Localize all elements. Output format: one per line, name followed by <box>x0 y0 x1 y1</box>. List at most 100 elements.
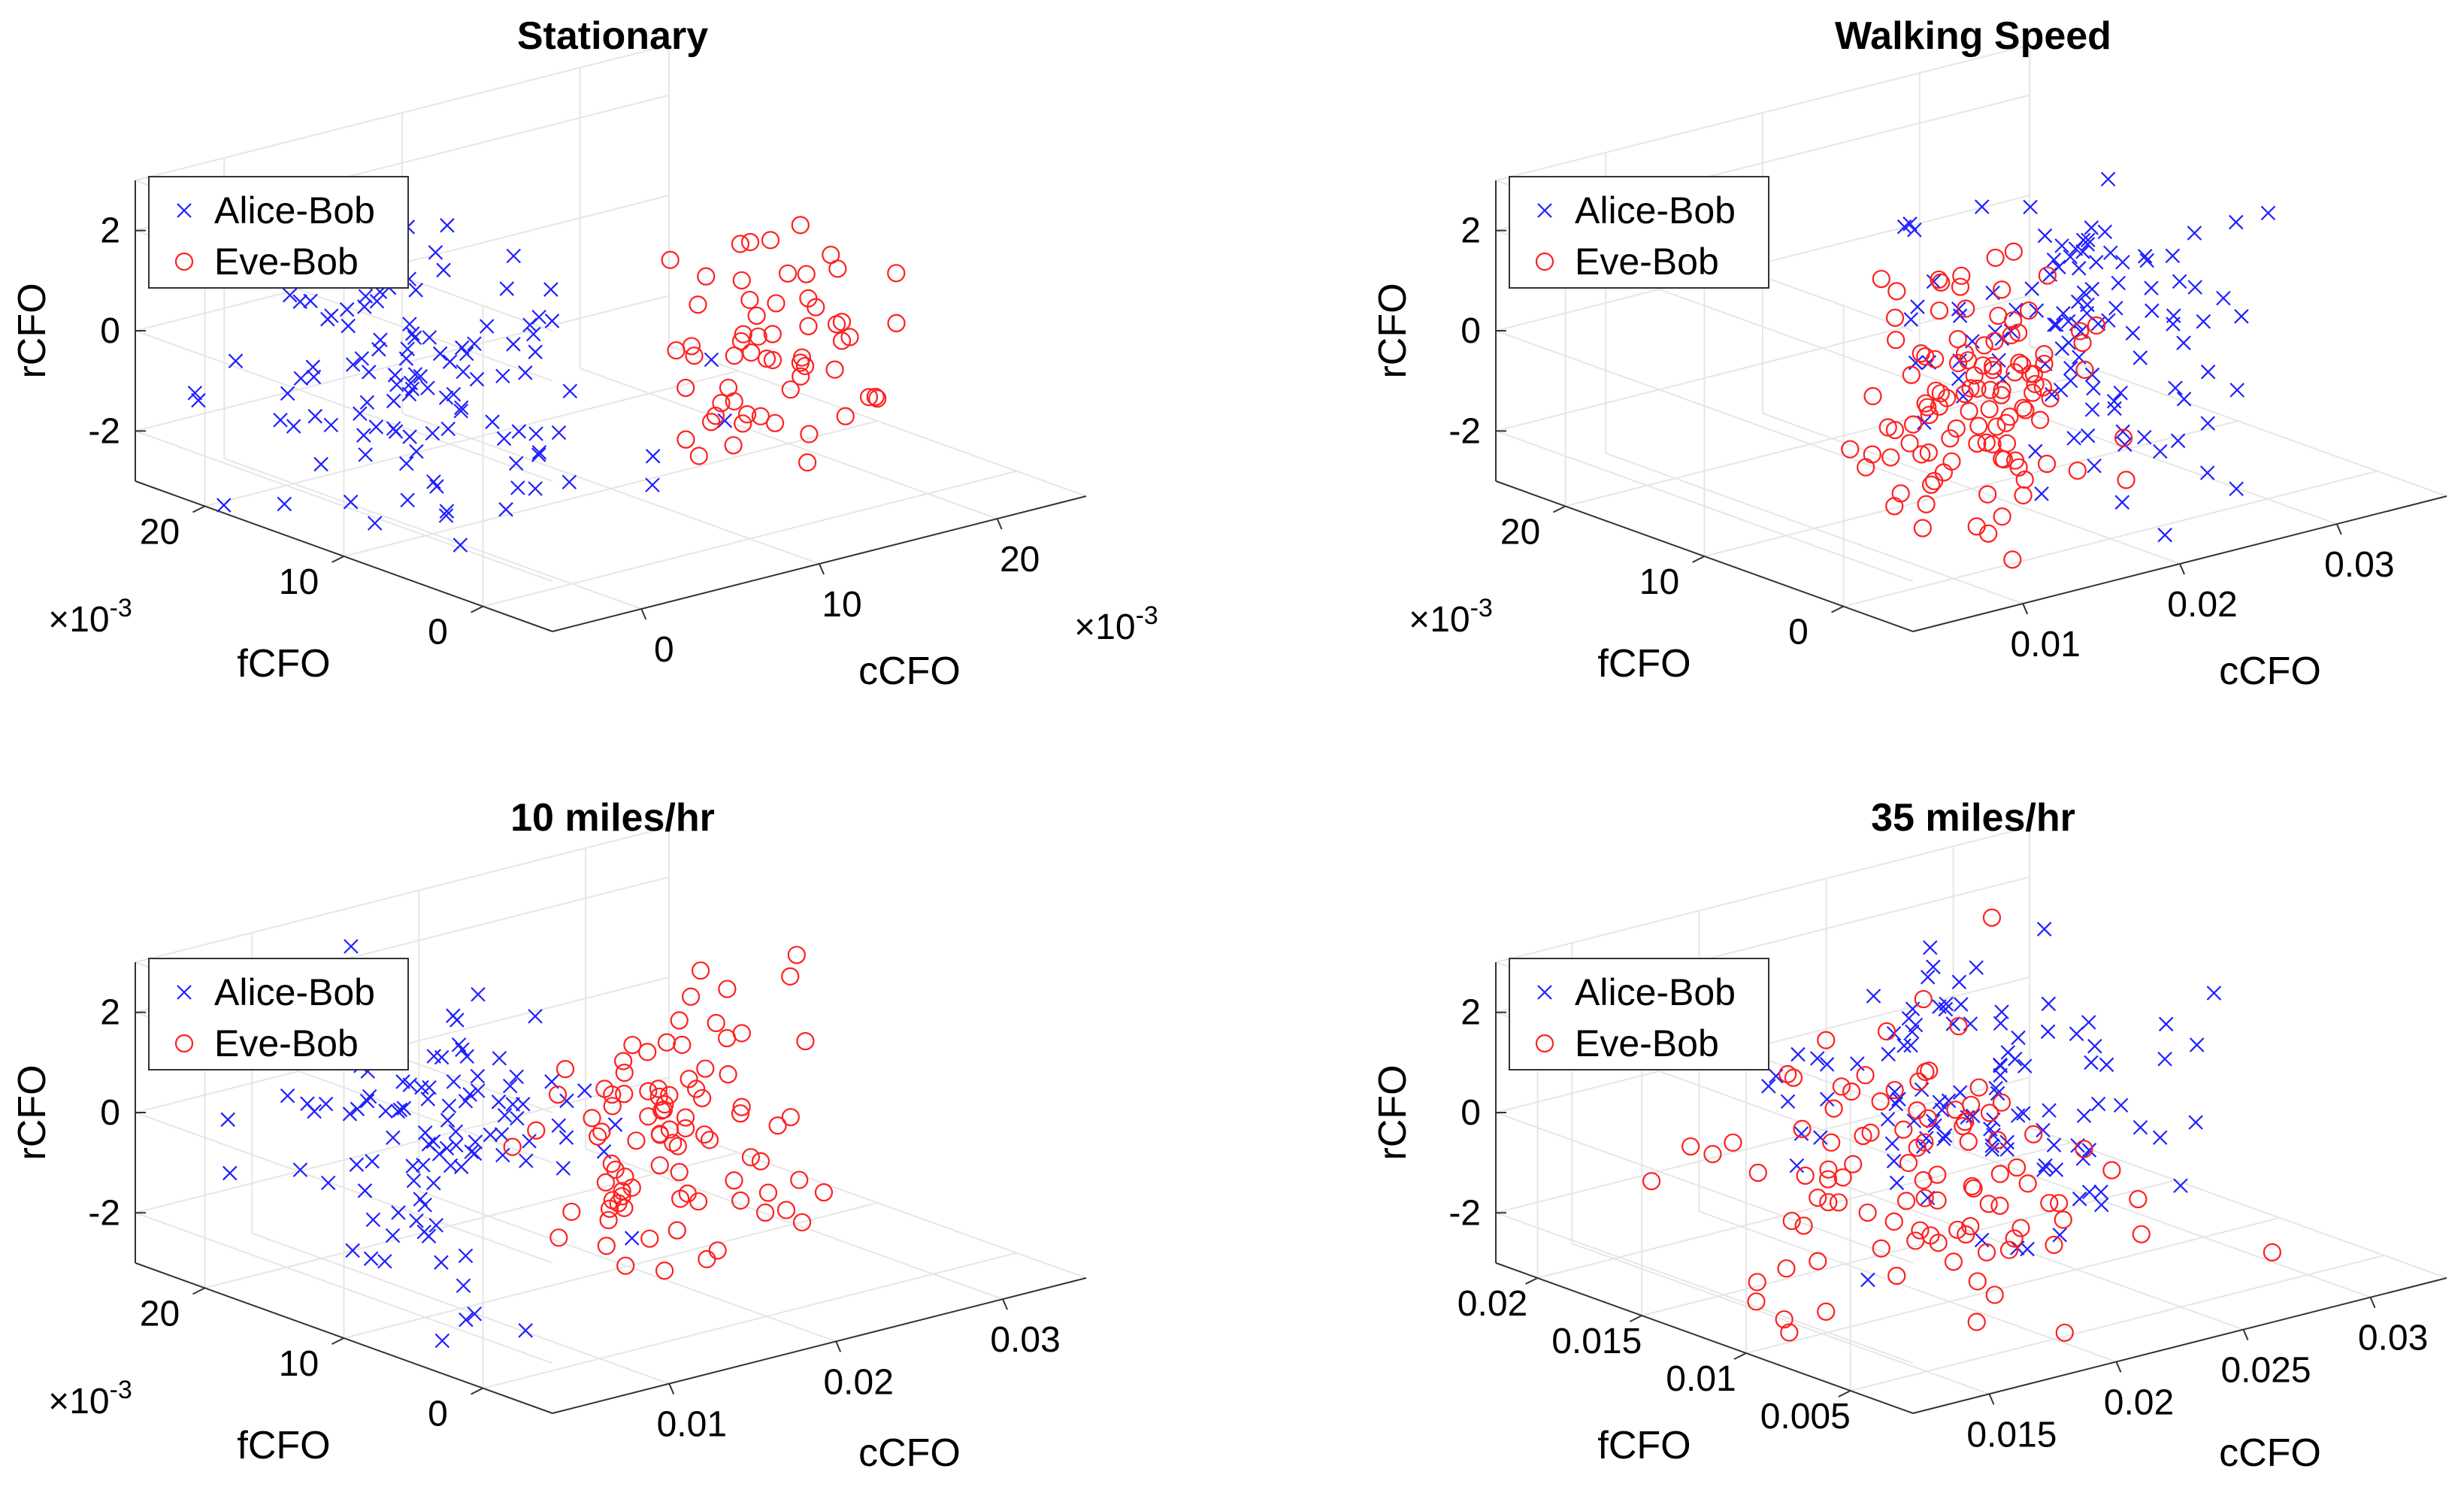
data-point-alice-bob <box>1974 199 1990 214</box>
data-point-alice-bob <box>353 406 368 422</box>
data-point-eve-bob <box>1985 332 2004 350</box>
data-point-alice-bob <box>455 1042 470 1058</box>
data-points <box>220 939 834 1349</box>
data-point-alice-bob <box>470 1083 486 1098</box>
data-point-eve-bob <box>1978 485 1997 504</box>
data-point-eve-bob <box>2132 1225 2151 1243</box>
data-point-eve-bob <box>2129 1190 2148 1209</box>
data-point-eve-bob <box>887 264 906 283</box>
data-point-alice-bob <box>555 1161 571 1176</box>
data-point-eve-bob <box>1985 1285 2004 1304</box>
data-point-alice-bob <box>1925 1113 1941 1129</box>
data-point-alice-bob <box>2093 1197 2109 1213</box>
data-point-alice-bob <box>2041 996 2057 1012</box>
data-point-alice-bob <box>645 449 661 464</box>
data-point-eve-bob <box>1969 416 1988 435</box>
data-point-alice-bob <box>2145 303 2160 319</box>
data-point-alice-bob <box>2034 486 2049 501</box>
z-tick-label: 2 <box>1461 211 1481 251</box>
x-tick-label: 20 <box>1000 540 1040 580</box>
data-point-alice-bob <box>2100 171 2116 187</box>
data-point-alice-bob <box>1952 308 1968 323</box>
data-point-eve-bob <box>664 1134 683 1152</box>
data-point-alice-bob <box>510 1110 525 1126</box>
data-point-alice-bob <box>344 939 359 954</box>
y-exponent-label: ×10-3 <box>48 594 132 640</box>
data-point-alice-bob <box>2080 428 2096 444</box>
data-point-alice-bob <box>458 1093 474 1109</box>
data-points <box>1642 908 2281 1342</box>
data-point-alice-bob <box>1794 1126 1809 1141</box>
data-point-alice-bob <box>361 365 377 380</box>
data-point-alice-bob <box>1866 989 1881 1004</box>
data-point-alice-bob <box>2086 380 2101 396</box>
data-point-alice-bob <box>2172 274 2187 289</box>
data-point-eve-bob <box>1863 386 1882 406</box>
data-point-alice-bob <box>2036 922 2052 937</box>
data-point-eve-bob <box>1885 308 1905 327</box>
data-point-alice-bob <box>363 1251 379 1267</box>
data-point-alice-bob <box>506 248 522 264</box>
data-point-alice-bob <box>1896 1038 1912 1053</box>
data-point-alice-bob <box>1809 1051 1825 1066</box>
z-axis-label: rCFO <box>11 283 54 378</box>
data-point-alice-bob <box>456 364 471 380</box>
data-point-eve-bob <box>1793 1119 1812 1138</box>
data-point-alice-bob <box>519 1153 534 1168</box>
data-point-alice-bob <box>1891 1092 1906 1107</box>
data-point-eve-bob <box>2049 1194 2069 1213</box>
data-point-alice-bob <box>402 316 417 332</box>
data-point-eve-bob <box>797 265 816 283</box>
data-point-eve-bob <box>2004 242 2023 261</box>
data-point-eve-bob <box>1918 1109 1938 1128</box>
data-point-alice-bob <box>2108 301 2123 316</box>
data-point-alice-bob <box>2080 237 2096 252</box>
data-point-alice-bob <box>2075 244 2090 259</box>
chart-title: 10 miles/hr <box>510 796 715 840</box>
legend: Alice-Bob Eve-Bob <box>148 176 409 289</box>
data-point-alice-bob <box>2081 1015 2096 1030</box>
data-point-eve-bob <box>1968 434 1987 453</box>
data-point-eve-bob <box>1782 1211 1801 1231</box>
data-point-alice-bob <box>453 1159 469 1174</box>
x-tick-label: 0 <box>654 630 674 670</box>
data-point-alice-bob <box>369 293 385 309</box>
data-point-alice-bob <box>407 367 423 382</box>
data-point-alice-bob <box>502 1078 518 1094</box>
legend-label: Alice-Bob <box>1575 189 1736 232</box>
data-point-alice-bob <box>543 282 558 297</box>
data-point-alice-bob <box>405 1158 421 1173</box>
x-tick-mark <box>2022 603 2029 615</box>
data-point-alice-bob <box>371 341 386 357</box>
data-point-eve-bob <box>614 1052 633 1070</box>
data-point-eve-bob <box>2005 1229 2024 1248</box>
data-point-alice-bob <box>485 414 500 429</box>
data-point-alice-bob <box>354 351 370 366</box>
data-point-alice-bob <box>2073 324 2088 339</box>
data-point-eve-bob <box>1842 1082 1861 1101</box>
data-point-alice-bob <box>1932 999 1947 1014</box>
data-point-alice-bob <box>400 492 415 508</box>
z-tick-label: 0 <box>100 311 120 351</box>
y-tick-label: 20 <box>1500 512 1540 552</box>
data-point-alice-bob <box>292 294 308 310</box>
data-point-eve-bob <box>1948 330 1967 349</box>
legend-marker-eve-bob <box>174 252 194 271</box>
data-point-alice-bob <box>2052 1228 2068 1243</box>
data-point-alice-bob <box>428 1218 444 1233</box>
data-point-eve-bob <box>840 328 859 347</box>
data-point-eve-bob <box>670 1163 689 1182</box>
data-point-eve-bob <box>776 1201 796 1219</box>
data-point-alice-bob <box>525 326 541 342</box>
y-axis-line <box>1495 1262 1914 1414</box>
data-point-eve-bob <box>1916 1062 1935 1081</box>
data-point-eve-bob <box>1872 269 1890 289</box>
data-point-alice-bob <box>1915 1139 1931 1154</box>
data-point-eve-bob <box>2055 1323 2074 1342</box>
data-point-eve-bob <box>1959 1132 1978 1151</box>
legend: Alice-Bob Eve-Bob <box>148 958 409 1070</box>
data-point-alice-bob <box>408 283 423 298</box>
data-point-alice-bob <box>1908 1017 1924 1033</box>
x-tick-mark <box>1002 1298 1008 1310</box>
data-point-alice-bob <box>431 1146 447 1161</box>
